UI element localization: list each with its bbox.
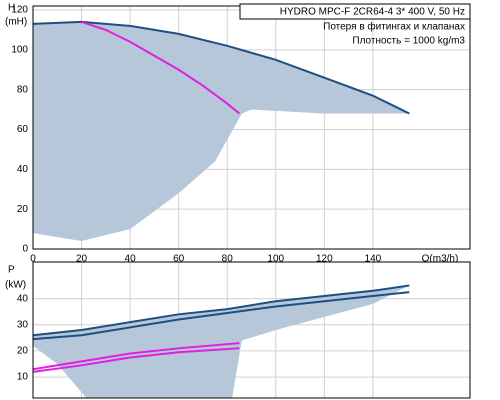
x-tick-label: 0	[30, 254, 36, 265]
curve	[32, 284, 410, 337]
y-tick-label: 120	[11, 5, 28, 16]
y-tick-label: 20	[17, 204, 29, 215]
plot-border	[32, 261, 471, 399]
x-tick-label: 20	[76, 254, 88, 265]
operating-area	[33, 285, 410, 398]
chart-title: HYDRO MPC-F 2CR64-4 3* 400 V, 50 Hz	[280, 7, 465, 18]
curve	[32, 342, 240, 371]
curve	[32, 347, 240, 373]
y-axis-unit: (mH)	[5, 17, 27, 28]
x-tick-label: 100	[267, 254, 284, 265]
y-tick-label: 40	[17, 293, 29, 304]
x-tick-label: 40	[125, 254, 137, 265]
y-tick-label: 80	[17, 84, 29, 95]
legend-box	[239, 3, 471, 20]
y-tick-label: 20	[17, 346, 29, 357]
x-tick-label: 120	[316, 254, 333, 265]
y-tick-label: 40	[17, 164, 29, 175]
x-tick-label: 140	[365, 254, 382, 265]
y-axis-label: P	[8, 265, 15, 276]
y-tick-label: 10	[17, 372, 29, 383]
curve	[32, 20, 410, 115]
y-axis-label: H	[8, 3, 15, 14]
y-tick-label: 30	[17, 319, 29, 330]
annotation: Плотность = 1000 kg/m3	[352, 36, 465, 47]
curve	[32, 291, 410, 341]
annotation: Потеря в фитингах и клапанах	[323, 21, 465, 33]
y-tick-label: 0	[22, 244, 28, 255]
y-tick-label: 100	[11, 44, 28, 55]
x-tick-label: 80	[222, 254, 234, 265]
curve	[81, 20, 240, 115]
operating-area	[33, 21, 410, 242]
x-axis-label: Q(m3/h)	[422, 254, 459, 265]
x-tick-label: 60	[173, 254, 185, 265]
y-tick-label: 60	[17, 124, 29, 135]
y-axis-unit: (kW)	[5, 280, 26, 291]
